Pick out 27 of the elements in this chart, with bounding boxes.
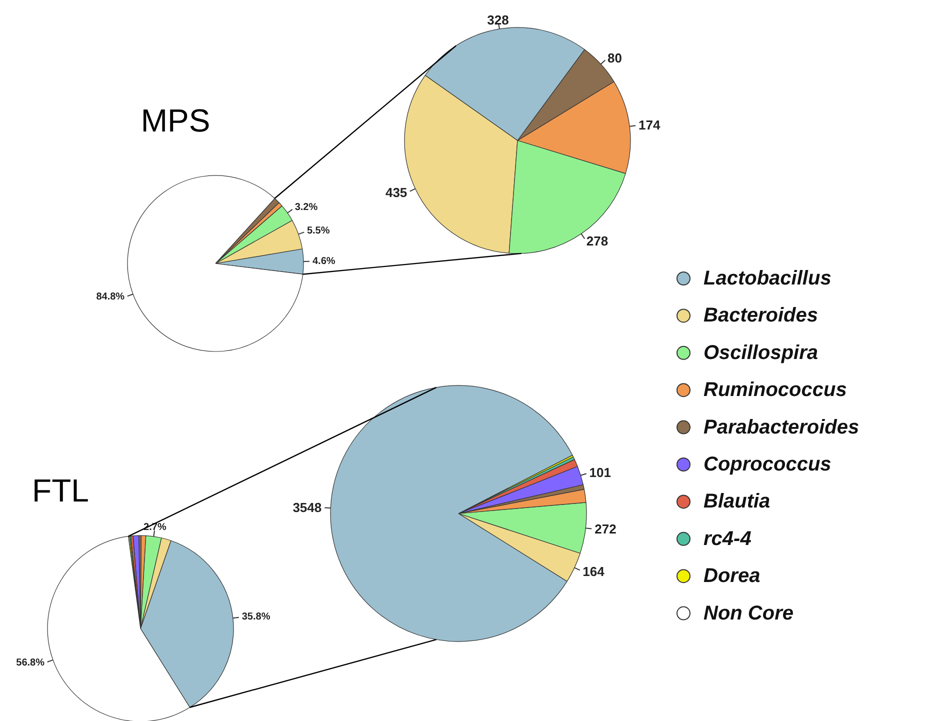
- legend-label: Coprococcus: [704, 454, 832, 476]
- legend-label: Non Core: [704, 602, 794, 624]
- data-label: 101: [589, 465, 611, 480]
- data-label: 3548: [292, 500, 322, 516]
- data-label: 435: [385, 185, 408, 200]
- legend-label: Oscillospira: [704, 342, 818, 364]
- legend-label: Ruminococcus: [704, 379, 847, 402]
- data-label: 174: [638, 118, 661, 133]
- data-label: 328: [487, 12, 509, 28]
- legend-label: Bacteroides: [704, 304, 818, 327]
- data-label: 164: [582, 564, 606, 579]
- data-label: 278: [586, 234, 608, 249]
- data-label: 56.8%: [16, 657, 45, 668]
- data-label: 80: [607, 50, 622, 66]
- data-label: 272: [594, 522, 616, 537]
- legend-label: Dorea: [704, 565, 760, 588]
- data-label: 84.8%: [96, 292, 125, 303]
- legend-label: Blautia: [704, 490, 770, 513]
- chart-title: MPS: [140, 102, 210, 138]
- legend-label: Parabacteroides: [704, 416, 860, 438]
- chart-title: FTL: [32, 472, 89, 508]
- data-label: 4.6%: [312, 256, 336, 267]
- data-label: 5.5%: [306, 226, 330, 237]
- data-label: 3.2%: [294, 202, 318, 214]
- legend-label: rc4-4: [704, 528, 752, 550]
- legend-label: Lactobacillus: [704, 268, 832, 290]
- data-label: 35.8%: [242, 612, 270, 623]
